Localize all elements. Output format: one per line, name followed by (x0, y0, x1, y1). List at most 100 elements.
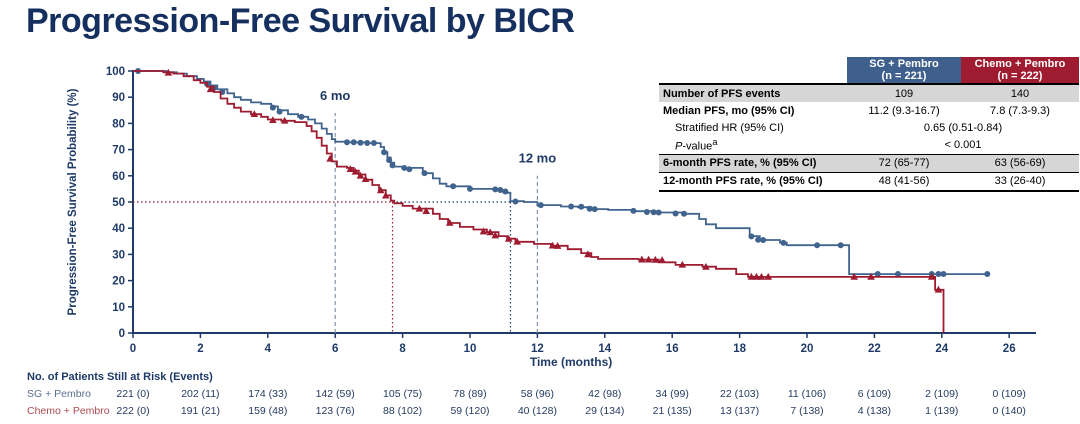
stats-header-sg-pembro: SG + Pembro (n = 221) (847, 57, 961, 85)
stats-table-header-row: SG + Pembro (n = 221) Chemo + Pembro (n = 2… (659, 57, 1079, 85)
censor-triangle-marker (764, 272, 773, 280)
x-tick-label: 18 (733, 343, 746, 355)
censor-triangle-marker (361, 175, 370, 183)
censor-circle-marker (894, 271, 901, 278)
risk-value: 0 (109) (992, 388, 1026, 400)
censor-circle-marker (630, 207, 637, 214)
risk-table-title: No. of Patients Still at Risk (Events) (27, 371, 213, 383)
x-tick-label: 12 (531, 343, 544, 355)
risk-value: 22 (103) (720, 388, 760, 400)
censor-triangle-marker (678, 260, 687, 268)
censor-triangle-marker (747, 272, 756, 280)
risk-row-chemo-pembro: Chemo + Pembro 222 (0) 191 (21) 159 (48) 123… (0, 405, 1080, 420)
y-tick-label: 70 (112, 145, 125, 157)
risk-value: 6 (109) (857, 388, 892, 400)
censor-triangle-marker (280, 116, 289, 124)
y-axis-title: Progression-Free Survival Probability (%… (67, 88, 79, 315)
y-tick-label: 20 (112, 276, 125, 288)
y-tick-label: 100 (106, 66, 125, 78)
y-tick-label: 60 (112, 171, 125, 183)
stats-row-value: 140 (961, 84, 1079, 102)
censor-circle-marker (421, 170, 428, 177)
x-tick-label: 0 (130, 343, 136, 355)
risk-value: 42 (98) (588, 388, 622, 400)
page-title: Progression-Free Survival by BICR (26, 2, 575, 40)
censor-circle-marker (386, 157, 393, 164)
risk-value: 123 (76) (315, 405, 355, 417)
risk-value: 40 (128) (517, 405, 557, 417)
censor-circle-marker (276, 108, 283, 115)
x-tick-label: 16 (666, 343, 679, 355)
censor-circle-marker (492, 186, 499, 193)
stats-row-label: P-valuea (675, 137, 718, 153)
risk-row-label: Chemo + Pembro (27, 405, 110, 417)
stats-row-value-span: < 0.001 (944, 138, 982, 151)
risk-row-label: SG + Pembro (27, 388, 91, 400)
risk-row-sg-pembro: SG + Pembro 221 (0) 202 (11) 174 (33) 142 (5… (0, 388, 1080, 403)
censor-circle-marker (586, 205, 593, 212)
censor-triangle-marker (644, 255, 653, 263)
risk-value: 222 (0) (116, 405, 150, 417)
stats-table-row: Number of PFS events 109 140 (659, 84, 1079, 102)
censor-circle-marker (381, 149, 388, 156)
risk-value: 202 (11) (181, 388, 220, 400)
y-tick-label: 80 (112, 118, 125, 130)
y-tick-label: 0 (119, 328, 125, 340)
censor-triangle-marker (752, 272, 761, 280)
censor-triangle-marker (513, 237, 521, 245)
censor-circle-marker (760, 236, 767, 243)
censor-circle-marker (450, 183, 457, 190)
x-tick-label: 8 (399, 343, 406, 355)
censor-circle-marker (814, 242, 821, 249)
censor-triangle-marker (584, 250, 592, 258)
censor-triangle-marker (651, 255, 660, 263)
censor-circle-marker (357, 139, 364, 146)
stats-table-row: Median PFS, mo (95% CI) 11.2 (9.3-16.7) 7.… (659, 102, 1079, 119)
stats-row-value: 48 (41-56) (847, 171, 961, 191)
censor-triangle-marker (850, 272, 858, 280)
censor-triangle-marker (415, 204, 424, 212)
stats-row-value: 72 (65-77) (847, 153, 961, 173)
stats-header-chemo-pembro: Chemo + Pembro (n = 222) (961, 57, 1079, 85)
axes: 0 2 4 6 8 10 12 14 16 18 20 22 24 2601020304050607080… (67, 66, 1036, 369)
censor-circle-marker (578, 203, 585, 210)
risk-value: 59 (120) (450, 405, 490, 417)
censor-triangle-marker (164, 68, 173, 76)
censor-circle-marker (755, 236, 762, 243)
risk-value: 221 (0) (116, 388, 150, 400)
censor-circle-marker (591, 206, 598, 213)
stats-row-value: 33 (26-40) (961, 171, 1079, 191)
stats-row-label: Median PFS, mo (95% CI) (663, 104, 795, 117)
censor-triangle-marker (422, 207, 430, 214)
censor-triangle-marker (504, 234, 513, 242)
annotations: 6 mo 12 mo (133, 88, 556, 333)
risk-value: 58 (96) (520, 388, 555, 400)
censor-circle-marker (643, 208, 650, 215)
censor-circle-marker (364, 140, 371, 147)
risk-value: 4 (138) (857, 405, 892, 417)
censor-triangle-marker (206, 85, 215, 93)
stats-table-row: Stratified HR (95% CI) 0.65 (0.51-0.84) (659, 119, 1079, 136)
censor-circle-marker (940, 271, 947, 278)
censor-circle-marker (497, 186, 504, 193)
risk-value: 105 (75) (383, 388, 423, 400)
censor-circle-marker (874, 271, 881, 278)
censor-triangle-marker (376, 186, 385, 194)
censor-circle-marker (370, 140, 377, 147)
censor-circle-marker (672, 210, 679, 217)
risk-value: 11 (106) (787, 388, 827, 400)
risk-value: 159 (48) (248, 405, 288, 417)
censor-triangle-marker (927, 272, 936, 280)
censor-triangle-marker (757, 272, 766, 280)
stats-row-value: 7.8 (7.3-9.3) (990, 104, 1050, 117)
censor-triangle-marker (486, 228, 495, 236)
censor-circle-marker (343, 139, 350, 146)
y-tick-label: 90 (112, 92, 125, 104)
censor-circle-marker (389, 162, 396, 169)
x-tick-label: 10 (464, 343, 477, 355)
stats-row-value: 11.2 (9.3-16.7) (868, 104, 940, 117)
censor-triangle-marker (702, 262, 710, 270)
x-tick-label: 2 (197, 343, 203, 355)
x-tick-label: 20 (801, 343, 814, 355)
